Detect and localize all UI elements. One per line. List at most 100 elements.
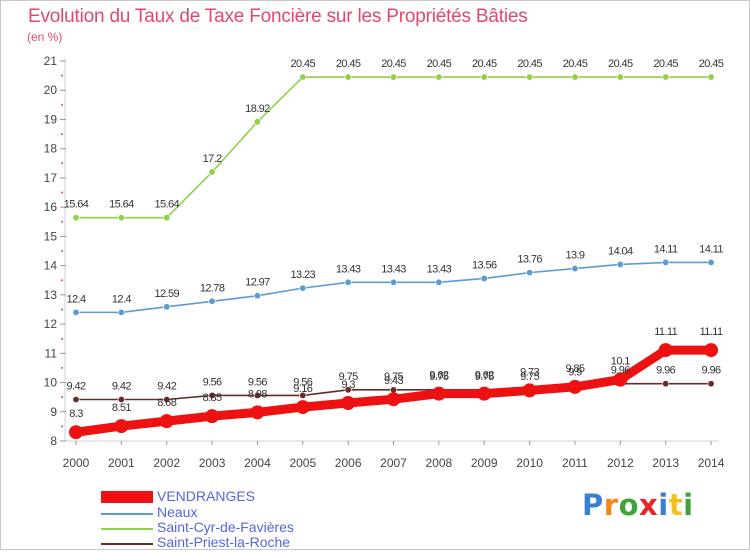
data-label-saint-priest-la-roche: 9.75 bbox=[520, 371, 539, 383]
y-tick-label: 21 bbox=[44, 54, 58, 68]
x-tick-label: 2011 bbox=[562, 456, 588, 470]
y-tick-label: 18 bbox=[44, 142, 58, 156]
data-point-vendranges bbox=[295, 400, 310, 415]
data-point-neaux bbox=[390, 278, 398, 286]
series-layer bbox=[69, 73, 719, 440]
x-tick-label: 2000 bbox=[63, 456, 90, 470]
y-tick-label: 16 bbox=[44, 200, 58, 214]
data-point-neaux bbox=[72, 308, 80, 316]
y-minor-tick bbox=[61, 366, 63, 369]
data-label-saint-priest-la-roche: 9.75 bbox=[339, 371, 358, 383]
data-point-saint-priest-la-roche bbox=[117, 395, 125, 403]
logo-letter: P bbox=[582, 488, 604, 522]
data-label-neaux: 12.4 bbox=[112, 293, 131, 305]
y-tick-label: 20 bbox=[44, 83, 58, 97]
data-label-saint-cyr-de-favieres: 20.45 bbox=[608, 58, 633, 70]
data-label-saint-priest-la-roche: 9.96 bbox=[656, 365, 675, 377]
data-label-saint-priest-la-roche: 9.96 bbox=[702, 365, 721, 377]
data-label-saint-cyr-de-favieres: 17.2 bbox=[203, 153, 222, 165]
data-label-neaux: 13.43 bbox=[427, 263, 452, 275]
data-point-vendranges bbox=[658, 343, 673, 358]
data-point-saint-cyr-de-favieres bbox=[72, 214, 80, 222]
y-minor-tick bbox=[61, 337, 63, 340]
data-label-neaux: 13.23 bbox=[291, 269, 316, 281]
x-tick-label: 2007 bbox=[380, 456, 407, 470]
data-label-saint-priest-la-roche: 9.42 bbox=[157, 380, 176, 392]
legend-swatch-saint-priest-la-roche bbox=[101, 543, 153, 545]
logo-letter: x bbox=[639, 488, 659, 522]
logo-letter: o bbox=[618, 488, 640, 522]
x-tick-label: 2014 bbox=[698, 456, 725, 470]
x-tick-label: 2006 bbox=[335, 456, 362, 470]
data-label-saint-cyr-de-favieres: 20.45 bbox=[336, 58, 361, 70]
data-label-vendranges: 9.73 bbox=[520, 366, 539, 378]
data-point-saint-priest-la-roche bbox=[163, 395, 171, 403]
logo-letter: r bbox=[603, 488, 619, 522]
x-tick-label: 2002 bbox=[153, 456, 180, 470]
data-point-neaux bbox=[253, 292, 261, 300]
data-label-saint-cyr-de-favieres: 20.45 bbox=[381, 58, 406, 70]
y-minor-tick bbox=[61, 396, 63, 399]
y-minor-tick bbox=[61, 279, 63, 282]
legend-label-saint-cyr-de-favieres: Saint-Cyr-de-Favières bbox=[157, 519, 294, 535]
data-point-vendranges bbox=[431, 386, 446, 401]
data-point-saint-priest-la-roche bbox=[662, 380, 670, 388]
data-label-neaux: 12.97 bbox=[245, 277, 270, 289]
data-point-saint-priest-la-roche bbox=[72, 395, 80, 403]
data-label-neaux: 14.04 bbox=[608, 245, 633, 257]
data-point-vendranges bbox=[159, 414, 174, 429]
y-tick-label: 10 bbox=[44, 376, 58, 390]
data-point-saint-cyr-de-favieres bbox=[163, 214, 171, 222]
data-label-saint-cyr-de-favieres: 20.45 bbox=[291, 58, 316, 70]
data-point-vendranges bbox=[704, 343, 719, 358]
data-point-saint-cyr-de-favieres bbox=[526, 73, 534, 81]
data-labels-layer: 9.42 9.42 9.42 9.56 9.56 9.56 9.75 9.75 9.75 9.75… bbox=[64, 58, 725, 420]
data-label-neaux: 12.4 bbox=[66, 293, 85, 305]
data-point-neaux bbox=[344, 278, 352, 286]
data-point-saint-priest-la-roche bbox=[344, 386, 352, 394]
data-point-saint-priest-la-roche bbox=[707, 380, 715, 388]
x-tick-label: 2009 bbox=[471, 456, 498, 470]
data-label-vendranges: 8.98 bbox=[248, 388, 267, 400]
data-point-vendranges bbox=[341, 396, 356, 410]
x-tick-label: 2013 bbox=[652, 456, 679, 470]
data-point-vendranges bbox=[522, 383, 537, 398]
data-label-saint-cyr-de-favieres: 15.64 bbox=[64, 199, 89, 211]
y-tick-label: 9 bbox=[50, 405, 57, 419]
data-point-saint-cyr-de-favieres bbox=[117, 214, 125, 222]
series-line-saint-cyr-de-favieres bbox=[75, 76, 712, 219]
y-tick-label: 11 bbox=[45, 346, 58, 360]
legend-swatch-vendranges bbox=[101, 491, 153, 503]
data-label-vendranges: 8.85 bbox=[203, 392, 222, 404]
data-label-saint-priest-la-roche: 9.42 bbox=[112, 380, 131, 392]
x-tick-label: 2012 bbox=[607, 456, 634, 470]
y-tick-label: 13 bbox=[44, 288, 58, 302]
data-point-neaux bbox=[526, 269, 534, 277]
data-point-vendranges bbox=[69, 425, 83, 440]
data-label-saint-priest-la-roche: 9.9 bbox=[568, 366, 582, 378]
data-point-neaux bbox=[707, 258, 715, 266]
data-label-vendranges: 8.51 bbox=[112, 402, 131, 414]
data-label-saint-priest-la-roche: 9.56 bbox=[203, 376, 222, 388]
legend-label-neaux: Neaux bbox=[157, 504, 198, 520]
y-minor-tick bbox=[61, 74, 63, 77]
data-point-saint-cyr-de-favieres bbox=[707, 73, 715, 81]
data-point-vendranges bbox=[205, 409, 220, 424]
data-label-vendranges: 9.3 bbox=[341, 379, 355, 391]
data-label-neaux: 13.43 bbox=[336, 263, 361, 275]
axes: 8 9 10 11 12 13 14 15 16 17 18 19 20 21 2000 2001 2002 20… bbox=[44, 54, 725, 470]
data-point-neaux bbox=[571, 265, 579, 273]
y-tick-label: 19 bbox=[44, 112, 58, 126]
data-point-saint-cyr-de-favieres bbox=[480, 73, 488, 81]
logo-letter: t bbox=[668, 488, 684, 522]
data-point-neaux bbox=[163, 303, 171, 311]
y-tick-label: 17 bbox=[44, 171, 58, 185]
data-label-vendranges: 10.1 bbox=[611, 356, 630, 368]
data-label-saint-priest-la-roche: 9.56 bbox=[248, 376, 267, 388]
data-point-neaux bbox=[299, 284, 307, 292]
data-point-vendranges bbox=[613, 372, 628, 387]
data-point-vendranges bbox=[114, 419, 129, 434]
y-minor-tick bbox=[61, 191, 63, 194]
